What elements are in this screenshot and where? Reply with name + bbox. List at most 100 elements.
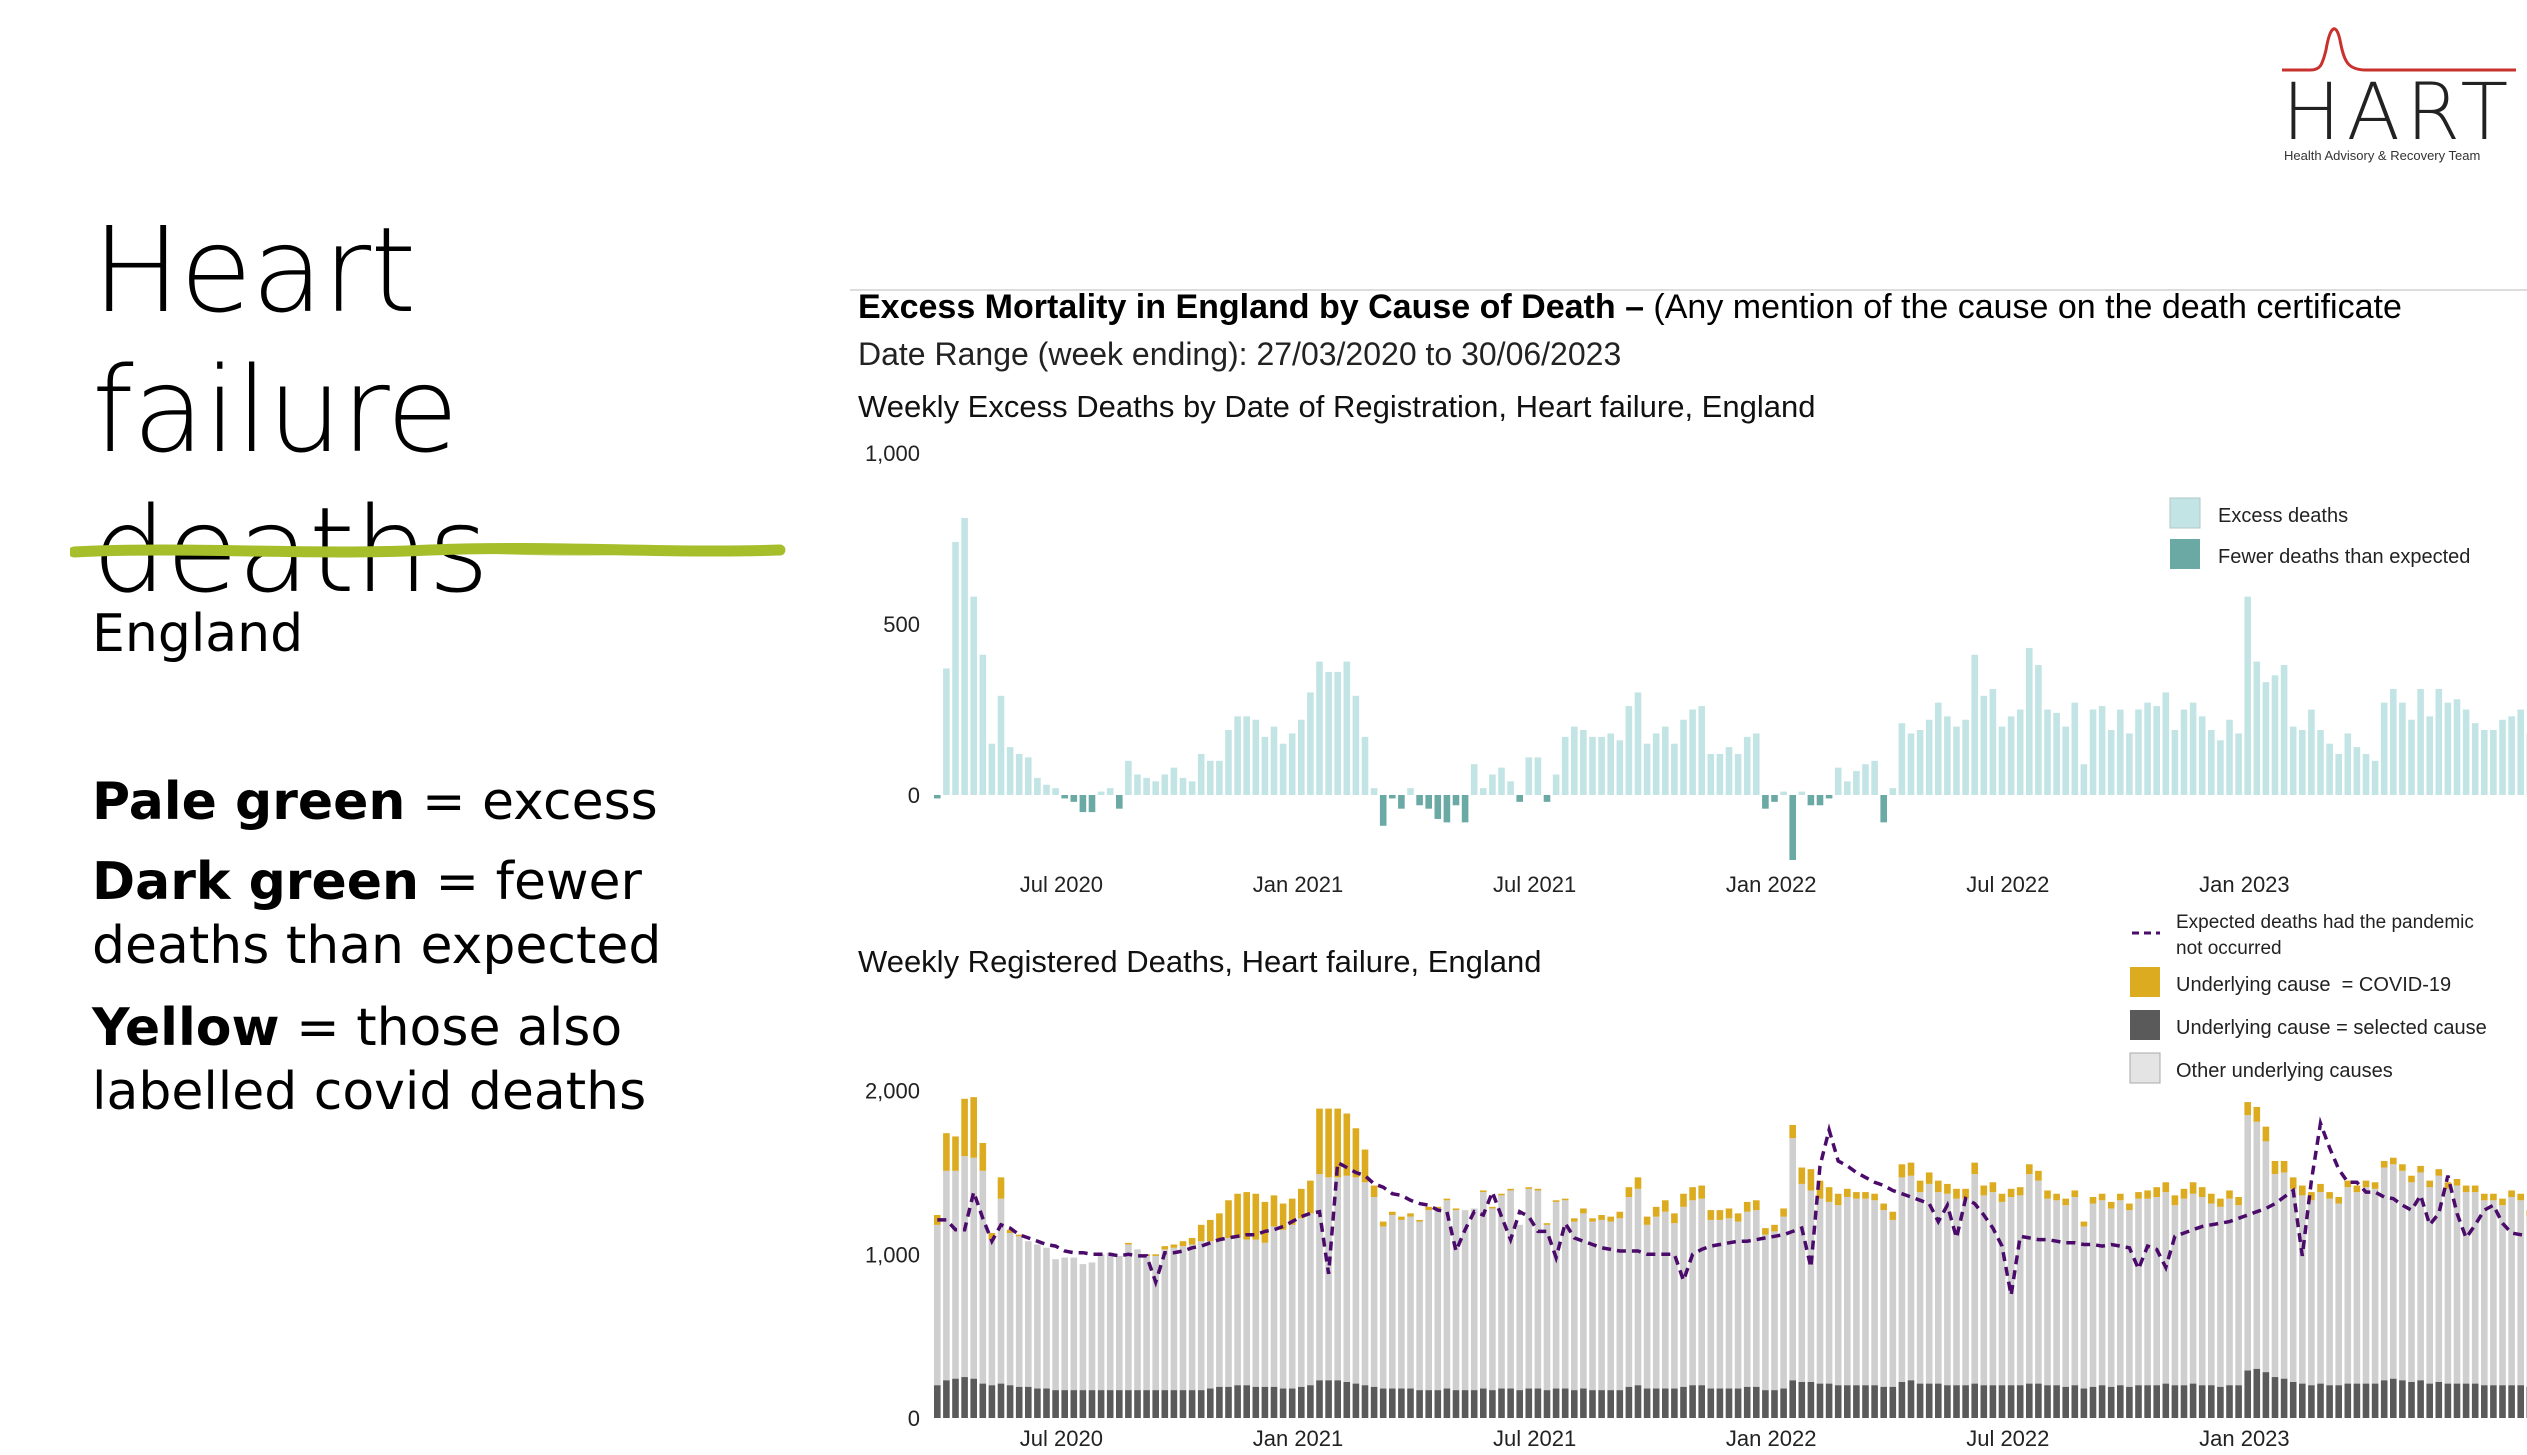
other-causes-bar	[2253, 1121, 2261, 1369]
covid-bar	[1662, 1200, 1669, 1212]
covid-bar	[1816, 1180, 1824, 1199]
excess-bar	[1252, 719, 1260, 795]
excess-bar	[1634, 692, 1642, 795]
covid-bar	[2308, 1192, 2315, 1201]
selected-cause-bar	[1789, 1380, 1796, 1418]
excess-bar	[1270, 726, 1278, 795]
selected-cause-bar	[1188, 1390, 1196, 1418]
fewer-bar	[1379, 795, 1387, 826]
other-causes-bar	[1625, 1197, 1633, 1387]
other-causes-bar	[2481, 1200, 2488, 1386]
covid-bar	[2490, 1193, 2497, 1201]
selected-cause-bar	[1662, 1388, 1669, 1418]
selected-cause-bar	[1652, 1388, 1660, 1418]
excess-bar	[2135, 709, 2142, 795]
excess-bar	[1261, 736, 1269, 795]
excess-bar	[1134, 774, 1141, 795]
covid-bar	[1725, 1208, 1733, 1219]
covid-bar	[1543, 1223, 1551, 1225]
other-causes-bar	[1734, 1221, 1742, 1389]
excess-x-tick-label: Jan 2022	[1726, 872, 1817, 897]
covid-bar	[2089, 1197, 2097, 1204]
excess-bar	[2353, 747, 2361, 795]
covid-bar	[1652, 1206, 1660, 1217]
excess-bar	[2399, 702, 2406, 795]
fewer-bar	[1416, 795, 1423, 806]
logo-subtitle: Health Advisory & Recovery Team	[2284, 148, 2481, 163]
selected-cause-bar	[2371, 1383, 2379, 1418]
excess-bar	[1652, 733, 1660, 795]
covid-bar	[1161, 1246, 1169, 1250]
covid-bar	[1971, 1162, 1978, 1175]
other-causes-bar	[1898, 1177, 1906, 1382]
selected-cause-bar	[1634, 1385, 1642, 1418]
excess-bar	[1898, 723, 1906, 795]
excess-chart-legend: Excess deaths Fewer deaths than expected	[2169, 497, 2470, 569]
selected-cause-bar	[2062, 1386, 2069, 1418]
other-causes-bar	[1871, 1200, 1878, 1386]
selected-cause-bar	[1006, 1385, 1014, 1418]
selected-cause-bar	[2126, 1386, 2133, 1418]
selected-cause-bar	[1989, 1385, 1997, 1418]
covid-bar	[1607, 1216, 1614, 1222]
excess-bar	[1780, 791, 1787, 795]
excess-bar	[1125, 760, 1132, 795]
selected-cause-bar	[2471, 1383, 2479, 1418]
selected-cause-bar	[2171, 1385, 2179, 1418]
excess-bar	[2371, 760, 2379, 795]
covid-bar	[2071, 1190, 2079, 1198]
other-causes-bar	[2107, 1208, 2115, 1387]
selected-cause-bar	[1298, 1386, 1305, 1418]
other-causes-bar	[1307, 1213, 1314, 1386]
other-causes-bar	[2271, 1174, 2279, 1378]
covid-bar	[1334, 1108, 1341, 1178]
other-causes-bar	[1188, 1244, 1196, 1391]
excess-bar	[1671, 743, 1678, 795]
other-causes-bar	[2162, 1192, 2170, 1384]
covid-bar	[934, 1215, 941, 1225]
other-causes-bar	[1652, 1216, 1660, 1389]
excess-bar	[1052, 788, 1059, 795]
excess-bar	[2162, 692, 2170, 795]
selected-cause-bar	[2253, 1368, 2261, 1418]
fewer-bar	[1816, 795, 1824, 806]
selected-cause-bar	[2026, 1383, 2033, 1418]
selected-cause-bar	[1225, 1386, 1232, 1418]
covid-bar	[1743, 1201, 1751, 1212]
selected-cause-bar	[1716, 1388, 1724, 1418]
selected-cause-bar	[2399, 1380, 2406, 1418]
other-causes-bar	[2371, 1188, 2379, 1384]
excess-bar	[1179, 777, 1187, 795]
note-dark-green: Dark green = fewer deaths than expected	[92, 850, 792, 978]
covid-bar	[1625, 1187, 1633, 1198]
note-key: Yellow	[92, 998, 280, 1058]
excess-bar	[1352, 695, 1360, 795]
other-causes-bar	[1762, 1234, 1769, 1391]
excess-bar	[1707, 753, 1715, 795]
excess-bar	[2035, 665, 2042, 795]
covid-bar	[1270, 1195, 1278, 1227]
other-causes-bar	[2462, 1192, 2470, 1384]
excess-bar	[1243, 716, 1250, 795]
excess-bar	[1034, 777, 1041, 795]
selected-cause-bar	[1243, 1385, 1250, 1418]
covid-bar	[1980, 1185, 1988, 1196]
selected-cause-bar	[1935, 1383, 1942, 1418]
selected-cause-bar	[1725, 1388, 1733, 1418]
other-causes-bar	[2026, 1174, 2033, 1384]
other-causes-bar	[1662, 1211, 1669, 1389]
other-causes-bar	[1589, 1221, 1596, 1391]
covid-bar	[1798, 1167, 1806, 1184]
other-causes-bar	[1907, 1175, 1915, 1381]
other-causes-bar	[1889, 1219, 1897, 1387]
covid-bar	[2117, 1193, 2124, 1201]
selected-cause-bar	[1743, 1386, 1751, 1418]
selected-cause-bar	[1953, 1385, 1960, 1418]
selected-cause-bar	[2499, 1385, 2506, 1418]
selected-cause-bar	[1152, 1390, 1159, 1418]
other-causes-bar	[1070, 1257, 1078, 1391]
selected-cause-bar	[1580, 1388, 1587, 1418]
covid-bar	[1780, 1208, 1787, 1217]
excess-bar	[2490, 730, 2497, 795]
selected-cause-bar	[2353, 1383, 2361, 1418]
